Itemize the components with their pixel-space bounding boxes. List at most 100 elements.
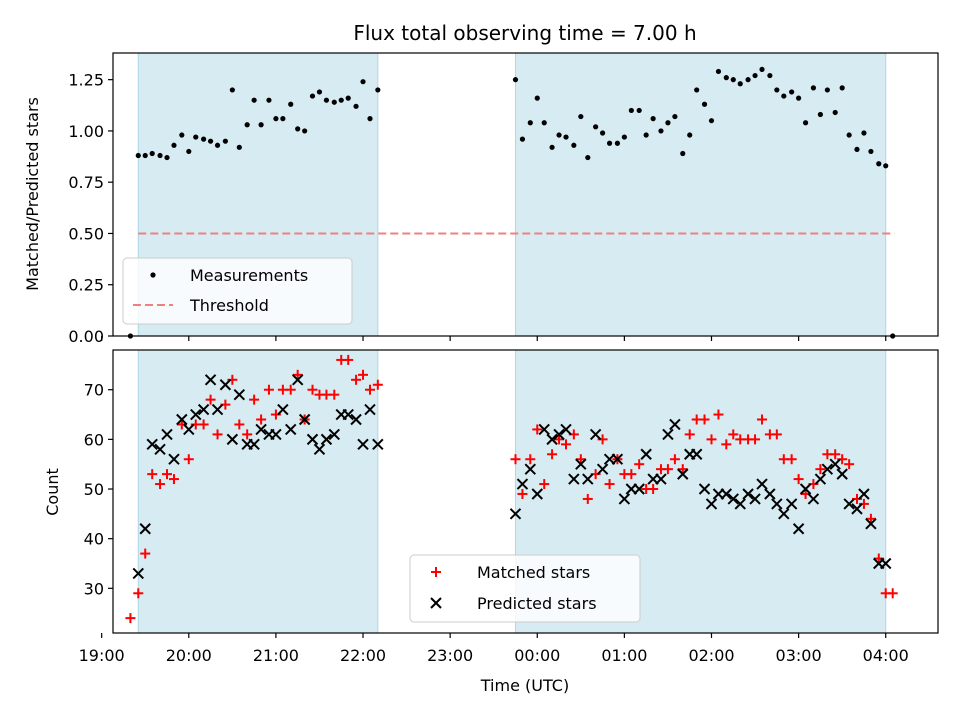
predicted-stars-point (843, 498, 855, 510)
measurements-point (556, 132, 562, 138)
predicted-stars-point (677, 468, 689, 480)
measurements-point (338, 97, 344, 103)
measurements-point (723, 75, 729, 81)
matched-stars-point (699, 414, 710, 425)
measurements-point (745, 77, 751, 83)
predicted-stars-point (705, 498, 718, 510)
matched-stars-point (887, 588, 898, 599)
measurements-point (345, 95, 351, 101)
measurements-point (512, 77, 519, 83)
measurements-point (280, 116, 286, 122)
measurements-point (222, 138, 228, 144)
bot-shaded-interval-0 (138, 350, 378, 633)
measurements-point (687, 132, 693, 138)
predicted-stars-point (524, 463, 536, 475)
measurements-point (796, 95, 802, 101)
matched-stars-point (343, 354, 354, 365)
predicted-stars-point (792, 523, 805, 535)
bot-x-tick-label-9: 04:00 (863, 646, 909, 665)
measurements-point (273, 116, 279, 122)
measurements-point (142, 152, 148, 159)
matched-stars-point (510, 454, 521, 465)
matched-stars-point (147, 469, 158, 480)
measurements-point (752, 72, 758, 79)
matched-stars-point (750, 434, 761, 445)
measurements-point (214, 142, 221, 148)
matched-stars-point (263, 384, 274, 395)
top-y-tick-label-4: 1.00 (68, 122, 104, 141)
predicted-stars-point (146, 438, 158, 451)
matched-stars-point (662, 464, 673, 475)
matched-stars-point (532, 424, 543, 435)
predicted-stars-point (742, 488, 754, 500)
measurements-point (563, 134, 569, 140)
matched-stars-point (198, 419, 209, 430)
matched-stars-point (728, 429, 739, 440)
matched-stars-point (793, 474, 804, 485)
bot-y-tick-label-0: 30 (84, 579, 104, 598)
predicted-stars-point (662, 428, 674, 441)
predicted-stars-point (640, 448, 652, 460)
legend-measurements-marker (150, 272, 156, 278)
matched-stars-point (525, 454, 536, 465)
measurements-point (701, 101, 708, 107)
measurements-point (258, 122, 264, 128)
matched-stars-point (292, 369, 303, 380)
predicted-stars-point (197, 403, 210, 416)
matched-stars-point (234, 419, 245, 430)
top-legend: Measurements Threshold (122, 257, 353, 325)
predicted-stars-point (516, 478, 529, 490)
matched-stars-point (677, 464, 688, 475)
measurements-point (302, 128, 308, 134)
chart-title: Flux total observing time = 7.00 h (353, 21, 696, 45)
bot-x-tick-label-2: 21:00 (253, 646, 299, 665)
predicted-stars-point (582, 473, 594, 485)
measurements-point (694, 87, 700, 93)
measurements-point (593, 124, 599, 130)
measurements-point (323, 97, 330, 103)
legend-threshold-label: Threshold (189, 296, 269, 315)
bottom-x-ticks: 19:00 20:00 21:00 22:00 23:00 00:00 01:00 02:00… (79, 633, 909, 665)
measurements-point (628, 107, 634, 114)
predicted-stars-point (851, 503, 863, 515)
predicted-stars-point (568, 473, 580, 485)
measurements-point (360, 79, 366, 85)
top-y-tick-label-2: 0.50 (68, 224, 104, 243)
predicted-stars-point (858, 488, 870, 500)
predicted-stars-point (233, 388, 246, 401)
matched-stars-point (351, 374, 362, 385)
matched-stars-point (757, 414, 768, 425)
measurements-point (316, 89, 323, 95)
bottom-legend-box (409, 554, 641, 623)
bot-x-tick-label-0: 19:00 (79, 646, 125, 665)
measurements-point (353, 103, 359, 109)
bot-y-tick-label-1: 40 (84, 530, 104, 549)
measurements-point (861, 130, 867, 136)
matched-stars-point (815, 464, 826, 475)
predicted-stars-point (204, 374, 217, 386)
measurements-point (824, 87, 830, 93)
legend-matched-label: Matched stars (477, 563, 590, 582)
predicted-stars-point (821, 463, 834, 475)
measurements-point (708, 118, 715, 124)
measurements-point (519, 136, 526, 142)
bottom-y-axis-label: Count (43, 468, 62, 516)
measurements-point (599, 130, 606, 136)
measurements-point (367, 116, 373, 122)
measurements-point (832, 109, 838, 116)
matched-stars-point (307, 384, 318, 395)
matched-stars-point (372, 379, 383, 390)
measurements-point (614, 140, 621, 146)
top-y-axis-label: Matched/Predicted stars (23, 97, 42, 291)
matched-stars-point (358, 369, 369, 380)
matched-stars-point (155, 479, 166, 490)
measurements-point (781, 93, 787, 99)
measurements-point (331, 99, 337, 105)
measurements-point (157, 152, 163, 159)
measurements-point (810, 85, 817, 91)
top-y-ticks: 0.00 0.25 0.50 0.75 1.00 1.25 (68, 71, 113, 346)
matched-stars-point (684, 429, 695, 440)
bot-x-tick-label-1: 20:00 (166, 646, 212, 665)
matched-stars-point (249, 394, 260, 405)
top-y-tick-label-3: 0.75 (68, 173, 104, 192)
